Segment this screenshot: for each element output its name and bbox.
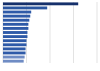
plot [3, 2, 97, 63]
grid [3, 2, 97, 63]
bar [3, 31, 27, 34]
bar [3, 52, 26, 55]
grid-line [50, 2, 51, 63]
grid-line [73, 2, 74, 63]
bar [3, 7, 47, 10]
bar [3, 47, 26, 50]
bar [3, 23, 28, 26]
bar [3, 56, 25, 59]
bars [3, 2, 78, 62]
bar [3, 2, 78, 5]
bar [3, 19, 29, 22]
bar [3, 35, 27, 38]
chart [0, 0, 100, 71]
bar [3, 27, 28, 30]
bar [3, 11, 31, 14]
bar [3, 39, 27, 42]
bar [3, 43, 27, 46]
bar [3, 15, 30, 18]
bar [3, 60, 24, 63]
grid-line [97, 2, 98, 63]
